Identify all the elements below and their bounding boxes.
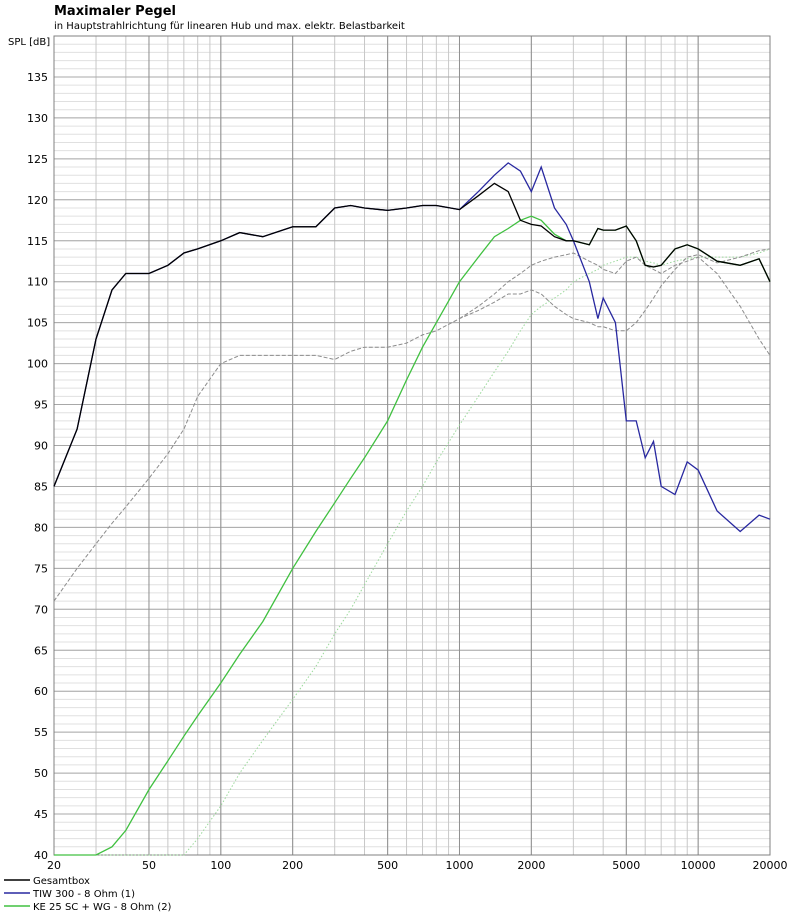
y-tick-label: 75 — [34, 562, 48, 575]
series-line — [459, 252, 771, 356]
y-tick-label: 85 — [34, 480, 48, 493]
y-tick-label: 120 — [27, 194, 48, 207]
chart-title: Maximaler Pegel — [54, 4, 176, 19]
series-line — [53, 182, 771, 487]
chart-subtitle: in Hauptstrahlrichtung für linearen Hub … — [54, 21, 405, 32]
y-tick-label: 90 — [34, 440, 48, 453]
plot-frame — [53, 35, 771, 856]
legend-label: TIW 300 - 8 Ohm (1) — [32, 889, 135, 900]
y-tick-label: 55 — [34, 726, 48, 739]
y-tick-label: 80 — [34, 521, 48, 534]
y-tick-label: 105 — [27, 317, 48, 330]
y-axis-label: SPL [dB] — [8, 37, 50, 48]
x-tick-label: 10000 — [681, 859, 716, 872]
y-tick-label: 110 — [27, 276, 48, 289]
x-tick-label: 5000 — [612, 859, 640, 872]
y-tick-label: 130 — [27, 112, 48, 125]
x-tick-label: 20000 — [753, 859, 788, 872]
x-tick-label: 50 — [142, 859, 156, 872]
y-tick-label: 95 — [34, 399, 48, 412]
x-tick-label: 2000 — [517, 859, 545, 872]
series-line — [54, 248, 771, 856]
y-tick-label: 115 — [27, 235, 48, 248]
y-tick-label: 50 — [34, 767, 48, 780]
x-tick-label: 200 — [282, 859, 303, 872]
y-tick-label: 65 — [34, 644, 48, 657]
x-tick-label: 20 — [47, 859, 61, 872]
x-tick-label: 100 — [210, 859, 231, 872]
y-tick-label: 135 — [27, 71, 48, 84]
y-tick-label: 100 — [27, 358, 48, 371]
legend-label: Gesamtbox — [33, 876, 90, 887]
x-tick-label: 1000 — [445, 859, 473, 872]
y-tick-label: 125 — [27, 153, 48, 166]
legend-label: KE 25 SC + WG - 8 Ohm (2) — [33, 902, 172, 913]
series-line — [53, 248, 771, 602]
y-tick-label: 45 — [34, 808, 48, 821]
y-tick-label: 70 — [34, 603, 48, 616]
y-tick-label: 60 — [34, 685, 48, 698]
y-tick-label: 40 — [34, 849, 48, 862]
x-tick-label: 500 — [377, 859, 398, 872]
